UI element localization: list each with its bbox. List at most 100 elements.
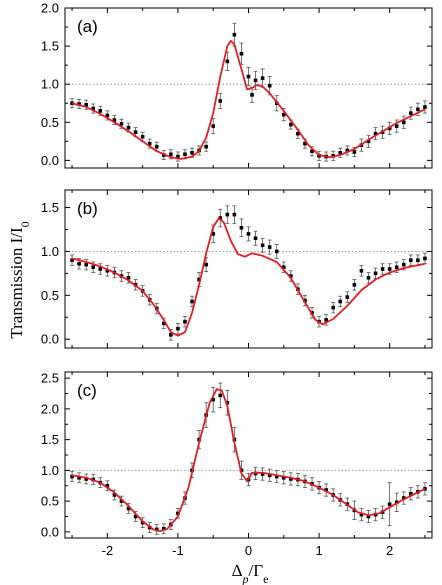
data-point: [267, 473, 272, 478]
data-point: [211, 397, 216, 402]
panel-label: (b): [77, 199, 98, 218]
data-point: [176, 154, 180, 159]
data-point: [154, 144, 159, 149]
data-point: [387, 126, 392, 131]
panel-label: (c): [77, 381, 97, 400]
data-point: [112, 118, 117, 122]
data-point: [401, 120, 406, 125]
data-point: [225, 400, 230, 405]
data-point: [423, 256, 427, 261]
data-point: [267, 83, 272, 88]
data-point: [77, 261, 81, 266]
data-point: [169, 333, 173, 337]
data-point: [423, 105, 427, 109]
data-point: [70, 258, 74, 263]
data-point: [211, 232, 216, 236]
data-point: [169, 152, 173, 157]
data-point: [274, 249, 279, 254]
data-point: [183, 319, 187, 324]
data-point: [91, 265, 96, 270]
data-point: [260, 243, 265, 248]
data-point: [133, 130, 138, 134]
data-point: [218, 216, 223, 220]
data-point: [345, 148, 350, 153]
data-point: [423, 487, 427, 491]
data-point: [204, 144, 208, 149]
data-point: [373, 131, 378, 136]
data-point: [331, 305, 335, 310]
data-point: [190, 299, 194, 304]
data-point: [105, 113, 110, 118]
data-point: [352, 283, 357, 287]
data-point: [253, 236, 258, 241]
panel-c: -2 -1 0 1 2 0.0 0.5 1.0 1.5 2.0 2.5 (c): [41, 371, 433, 558]
data-point: [366, 275, 371, 280]
data-point: [366, 514, 371, 519]
data-point: [190, 150, 194, 155]
y-axis-title: Transmission I/I0: [7, 221, 32, 338]
data-point: [84, 102, 88, 107]
data-point: [239, 51, 244, 56]
panel-label: (a): [77, 17, 98, 36]
data-point: [359, 512, 364, 517]
data-point: [112, 493, 117, 497]
data-point: [281, 112, 286, 117]
x-tick-label: -1: [172, 543, 184, 558]
plot-frame: [64, 189, 433, 349]
panel-b: 0.0 0.5 1.0 1.5 (b): [41, 189, 433, 349]
data-point: [232, 32, 237, 37]
y-tick-label: 0.0: [41, 332, 59, 347]
data-point: [281, 475, 286, 480]
data-point: [246, 232, 251, 236]
data-point: [274, 474, 279, 479]
y-tick-label: 0.0: [41, 153, 59, 168]
data-point: [338, 299, 343, 304]
data-point: [409, 111, 413, 115]
data-point: [140, 134, 145, 139]
data-point: [162, 321, 166, 326]
data-point: [289, 477, 293, 481]
data-point: [260, 472, 265, 476]
panel-a: 0.0 0.5 1.0 1.5 2.0 (a): [41, 1, 433, 169]
data-point: [176, 511, 180, 516]
data-point: [338, 150, 343, 155]
data-point: [176, 326, 180, 331]
y-tick-label: 1.0: [41, 77, 59, 92]
data-point: [387, 502, 392, 506]
data-point: [126, 275, 131, 280]
data-point: [204, 262, 208, 267]
data-point: [119, 499, 124, 503]
y-tick-label: 1.5: [41, 200, 59, 215]
data-point: [225, 59, 230, 64]
x-tick-label: 0: [245, 543, 252, 558]
data-point: [140, 520, 145, 525]
data-point: [289, 274, 293, 278]
data-point: [324, 318, 328, 322]
plot-frame: [64, 7, 433, 169]
data-point: [211, 124, 216, 128]
y-tick-label: 0.5: [41, 115, 59, 130]
data-point: [394, 124, 399, 128]
y-tick-label: 0.5: [41, 288, 59, 303]
y-tick-label: 2.5: [41, 371, 59, 386]
data-point: [197, 277, 201, 282]
data-point: [416, 107, 420, 112]
y-tick-label: 1.0: [41, 463, 59, 478]
data-point: [409, 258, 413, 263]
data-point: [126, 506, 131, 511]
y-tick-label: 1.5: [41, 39, 59, 54]
data-point: [98, 109, 103, 113]
data-point: [345, 295, 350, 299]
data-point: [401, 496, 406, 500]
data-point: [239, 225, 244, 230]
data-point: [373, 271, 378, 276]
data-point: [267, 245, 272, 249]
data-point: [225, 212, 230, 217]
data-point: [84, 262, 88, 267]
x-axis-title: Δp/Γe: [232, 561, 269, 585]
data-point: [289, 122, 293, 127]
data-point: [218, 393, 223, 398]
data-point: [91, 106, 96, 111]
data-point: [380, 267, 385, 271]
